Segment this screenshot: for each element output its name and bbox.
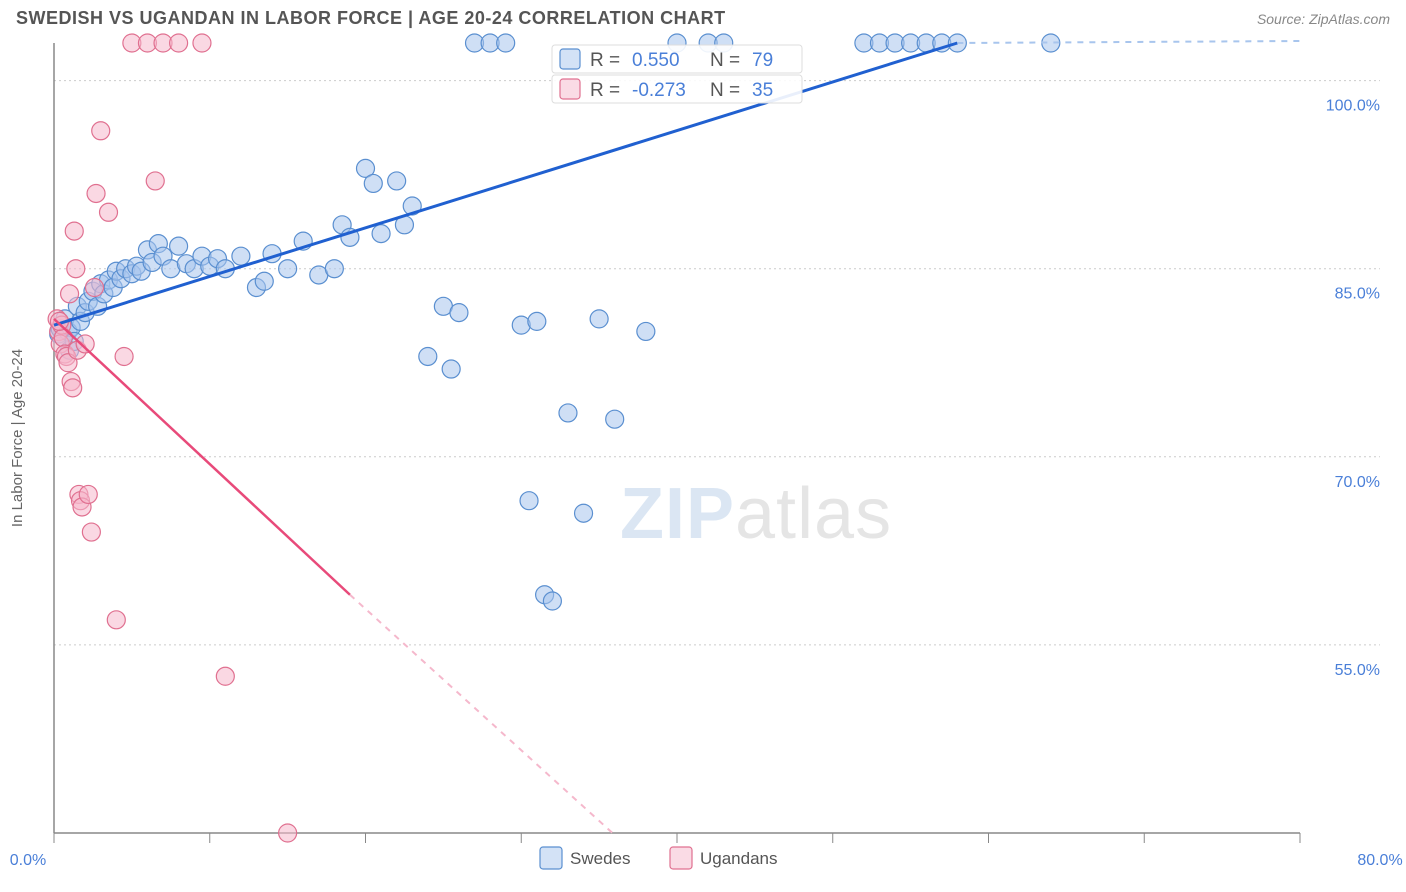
data-point <box>193 34 211 52</box>
chart-title: SWEDISH VS UGANDAN IN LABOR FORCE | AGE … <box>16 8 726 29</box>
scatter-chart: 55.0% 70.0% 85.0% 100.0% 0.0% 80.0% In Labor F… <box>0 33 1406 883</box>
stat-n-label: N = <box>710 80 740 101</box>
data-point <box>107 611 125 629</box>
y-tick-label: 100.0% <box>1326 98 1380 115</box>
x-tick-label: 80.0% <box>1357 852 1402 869</box>
y-axis-title: In Labor Force | Age 20-24 <box>9 349 26 527</box>
data-point <box>388 172 406 190</box>
data-point <box>146 172 164 190</box>
y-tick-label: 85.0% <box>1335 286 1380 303</box>
legend-swatch <box>540 847 562 869</box>
data-point <box>92 122 110 140</box>
data-point <box>497 34 515 52</box>
data-point <box>590 310 608 328</box>
data-point <box>65 222 83 240</box>
data-point <box>520 492 538 510</box>
data-point <box>54 329 72 347</box>
data-point <box>575 504 593 522</box>
chart-container: 55.0% 70.0% 85.0% 100.0% 0.0% 80.0% In Labor F… <box>0 33 1406 883</box>
data-point <box>325 260 343 278</box>
data-point <box>100 203 118 221</box>
data-point <box>216 667 234 685</box>
legend-label: Swedes <box>570 849 630 868</box>
data-point <box>442 360 460 378</box>
trend-line-extrapolated <box>350 595 615 835</box>
data-point <box>67 260 85 278</box>
data-point <box>85 279 103 297</box>
stat-n-value: 79 <box>752 50 773 71</box>
stats-swatch <box>560 79 580 99</box>
trend-line-extrapolated <box>957 41 1300 43</box>
stat-n-value: 35 <box>752 80 773 101</box>
data-point <box>419 347 437 365</box>
data-point <box>79 485 97 503</box>
data-point <box>170 34 188 52</box>
y-tick-label: 70.0% <box>1335 474 1380 491</box>
stat-r-label: R = <box>590 50 620 71</box>
data-point <box>364 174 382 192</box>
chart-source: Source: ZipAtlas.com <box>1257 11 1390 27</box>
data-point <box>64 379 82 397</box>
legend-swatch <box>670 847 692 869</box>
data-point <box>279 260 297 278</box>
data-point <box>372 225 390 243</box>
data-point <box>637 322 655 340</box>
data-point <box>255 272 273 290</box>
data-point <box>76 335 94 353</box>
data-point <box>559 404 577 422</box>
data-point <box>528 312 546 330</box>
trend-line <box>54 43 957 325</box>
stat-n-label: N = <box>710 50 740 71</box>
y-tick-label: 55.0% <box>1335 662 1380 679</box>
data-point <box>170 237 188 255</box>
stat-r-value: 0.550 <box>632 50 680 71</box>
data-point <box>279 824 297 842</box>
data-point <box>61 285 79 303</box>
data-point <box>82 523 100 541</box>
stat-r-value: -0.273 <box>632 80 686 101</box>
data-point <box>543 592 561 610</box>
legend-label: Ugandans <box>700 849 778 868</box>
stats-swatch <box>560 49 580 69</box>
data-point <box>115 347 133 365</box>
stat-r-label: R = <box>590 80 620 101</box>
data-point <box>512 316 530 334</box>
data-point <box>87 184 105 202</box>
data-point <box>606 410 624 428</box>
x-tick-label: 0.0% <box>10 852 46 869</box>
data-point <box>450 304 468 322</box>
data-point <box>232 247 250 265</box>
